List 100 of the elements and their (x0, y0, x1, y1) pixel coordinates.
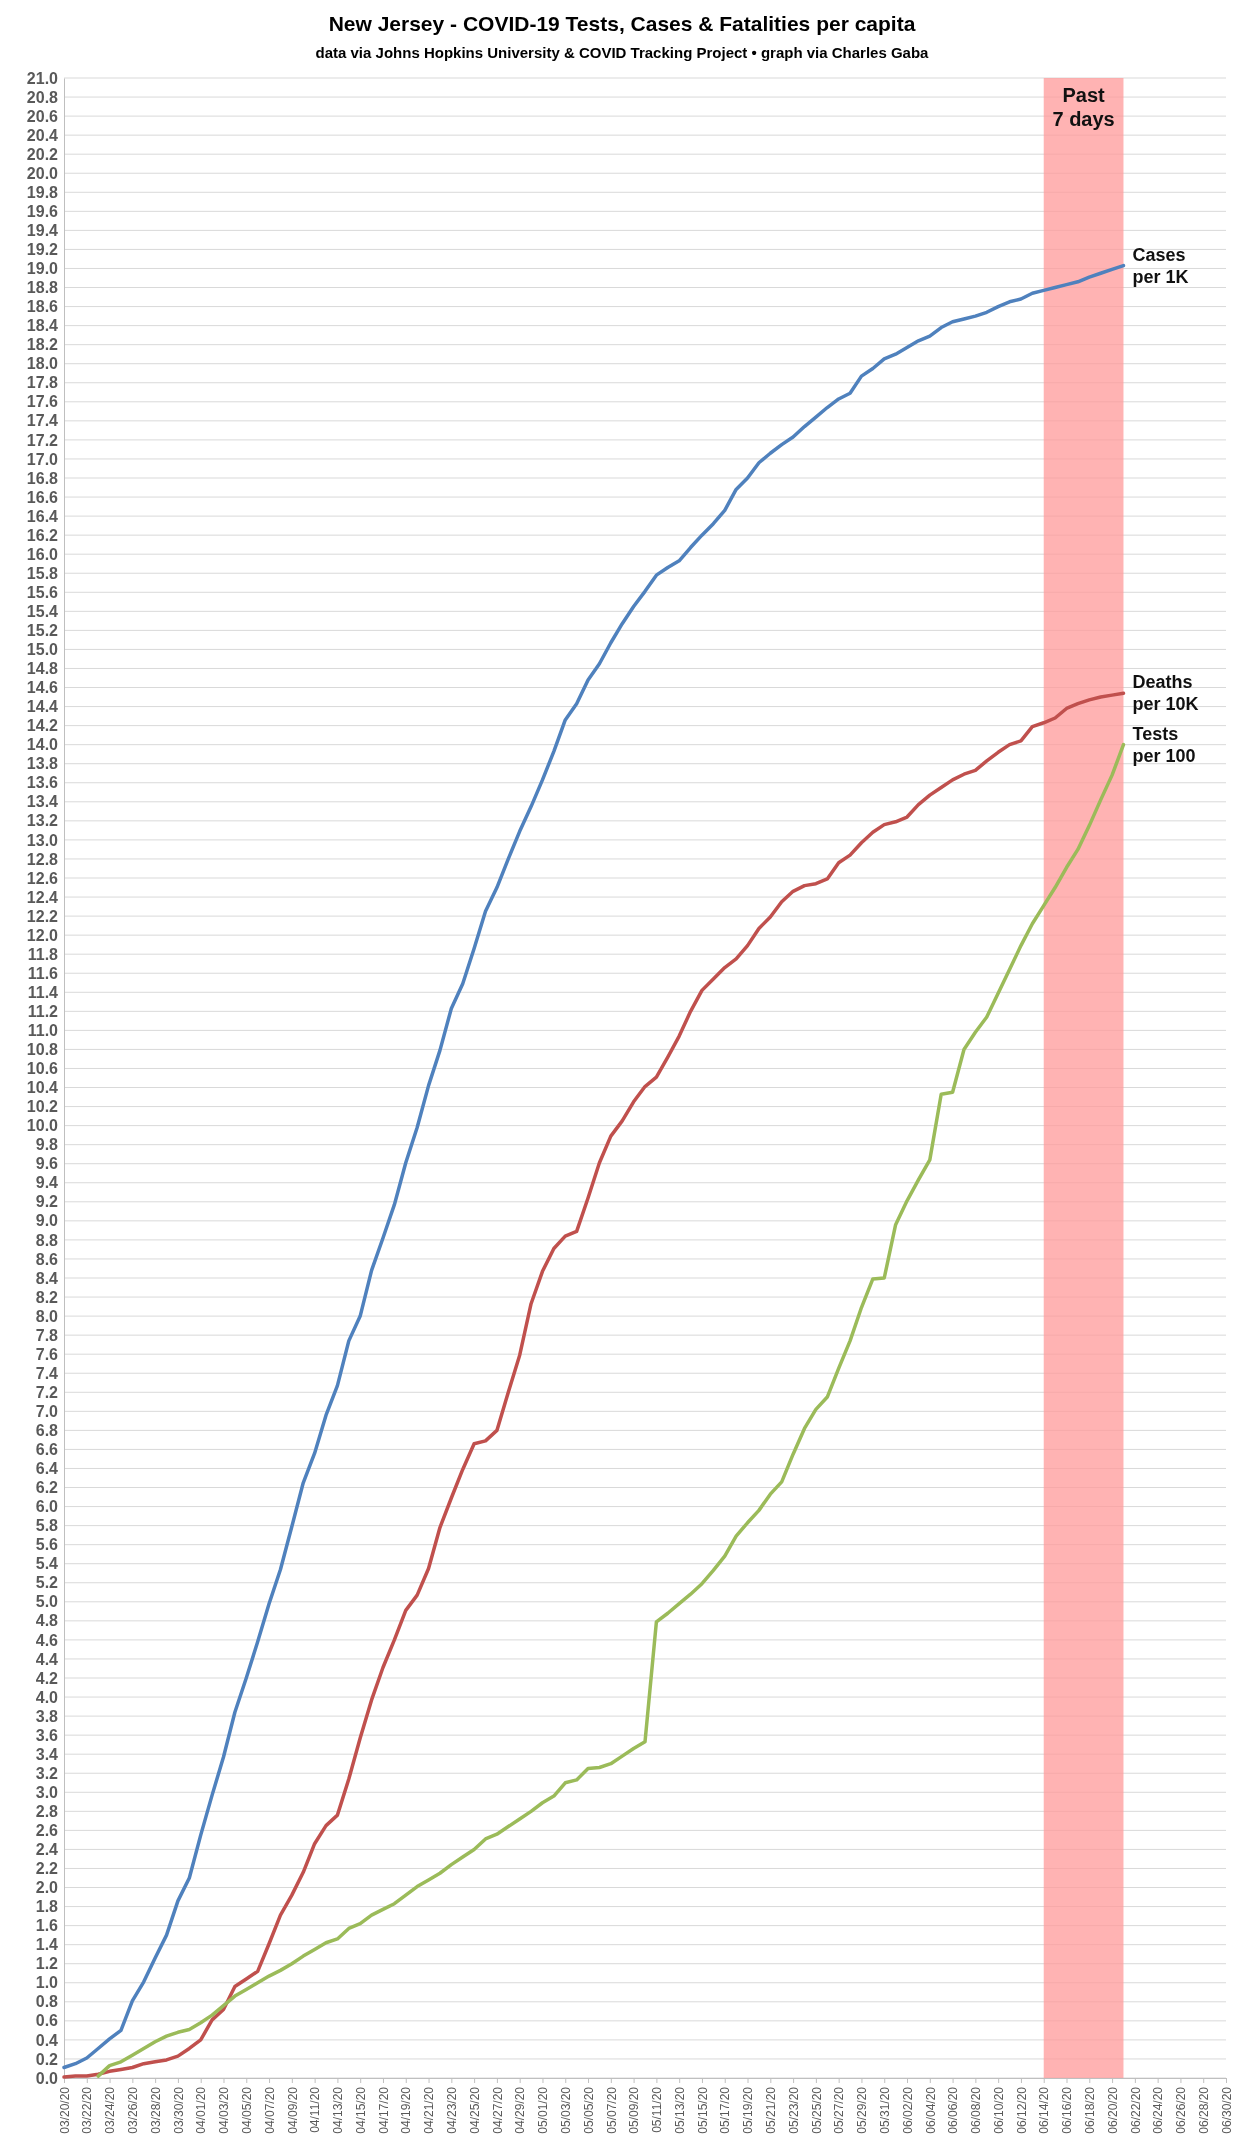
x-tick-label: 06/24/20 (1151, 2086, 1166, 2134)
y-tick-label: 16.4 (26, 507, 59, 525)
y-tick-label: 20.8 (26, 88, 59, 106)
series-label: Tests per 100 (1132, 723, 1196, 766)
x-tick-label: 03/24/20 (103, 2086, 118, 2134)
x-tick-label: 06/08/20 (969, 2086, 984, 2134)
x-tick-label: 04/27/20 (490, 2086, 505, 2134)
y-tick-label: 19.4 (26, 222, 59, 239)
y-tick-label: 18.6 (26, 298, 59, 316)
y-tick-label: 16.0 (26, 545, 59, 563)
y-tick-label: 0.8 (35, 1993, 59, 2011)
y-tick-label: 2.6 (35, 1822, 59, 1839)
y-tick-label: 12.6 (26, 869, 59, 887)
y-tick-label: 19.6 (26, 202, 59, 220)
y-tick-label: 3.6 (35, 1726, 59, 1744)
y-tick-label: 6.0 (35, 1498, 59, 1516)
y-tick-label: 12.2 (26, 907, 59, 925)
x-tick-label: 04/19/20 (399, 2086, 414, 2134)
y-tick-label: 18.4 (26, 317, 59, 335)
y-tick-label: 12.8 (26, 850, 59, 868)
y-tick-label: 16.6 (26, 488, 59, 506)
x-tick-label: 06/12/20 (1014, 2086, 1029, 2134)
y-tick-label: 17.8 (26, 374, 59, 392)
y-tick-label: 2.8 (35, 1802, 59, 1820)
y-tick-label: 20.0 (26, 164, 59, 182)
x-tick-label: 05/21/20 (764, 2086, 779, 2134)
y-tick-label: 19.2 (26, 241, 59, 259)
x-tick-label: 04/03/20 (217, 2086, 232, 2134)
x-tick-label: 04/01/20 (194, 2086, 209, 2134)
series-label: Deaths per 10K (1132, 672, 1199, 715)
y-tick-label: 15.8 (26, 564, 59, 582)
x-tick-label: 05/19/20 (741, 2086, 756, 2134)
x-tick-label: 05/17/20 (718, 2086, 733, 2134)
y-tick-label: 13.2 (26, 812, 59, 830)
y-tick-label: 3.8 (35, 1707, 59, 1725)
x-tick-label: 06/14/20 (1037, 2086, 1052, 2134)
x-tick-label: 06/30/20 (1219, 2086, 1234, 2134)
y-tick-label: 8.0 (35, 1307, 59, 1325)
y-tick-label: 1.6 (35, 1917, 59, 1935)
y-tick-label: 8.2 (35, 1288, 59, 1306)
x-tick-label: 03/20/20 (57, 2086, 72, 2134)
y-tick-label: 7.4 (35, 1364, 59, 1382)
x-tick-label: 03/28/20 (148, 2086, 163, 2134)
x-tick-label: 06/02/20 (900, 2086, 915, 2134)
y-tick-label: 13.6 (26, 774, 59, 792)
y-tick-label: 20.4 (26, 126, 59, 144)
x-tick-label: 06/26/20 (1174, 2086, 1189, 2134)
y-tick-label: 5.2 (35, 1574, 59, 1592)
y-tick-label: 13.8 (26, 755, 59, 773)
y-tick-label: 17.4 (26, 412, 59, 430)
line-series (62, 263, 1126, 2070)
y-tick-label: 15.2 (26, 622, 59, 639)
x-tick-label: 06/10/20 (991, 2086, 1006, 2134)
y-tick-label: 15.4 (26, 602, 59, 620)
x-tick-label: 04/13/20 (331, 2086, 346, 2134)
x-tick-label: 05/07/20 (604, 2086, 619, 2134)
y-tick-label: 0.0 (35, 2069, 59, 2087)
y-tick-label: 3.0 (35, 1783, 59, 1801)
x-tick-label: 05/29/20 (855, 2086, 870, 2134)
y-tick-label: 7.6 (35, 1345, 59, 1363)
y-tick-label: 0.2 (35, 2050, 59, 2068)
y-tick-label: 11.0 (27, 1022, 59, 1039)
y-tick-label: 17.0 (26, 450, 59, 468)
y-tick-label: 8.6 (35, 1250, 59, 1268)
y-tick-label: 9.8 (35, 1136, 59, 1154)
x-tick-label: 06/16/20 (1060, 2086, 1075, 2134)
y-tick-label: 4.2 (35, 1669, 59, 1687)
y-tick-label: 12.4 (26, 888, 59, 906)
y-tick-label: 9.6 (35, 1155, 59, 1173)
x-tick-label: 05/13/20 (672, 2086, 687, 2134)
y-tick-label: 7.2 (35, 1383, 59, 1401)
y-tick-label: 5.4 (35, 1555, 59, 1573)
y-tick-label: 18.8 (26, 279, 59, 297)
x-tick-label: 04/15/20 (353, 2086, 368, 2134)
y-tick-label: 4.6 (35, 1631, 59, 1649)
x-tick-label: 04/17/20 (376, 2086, 391, 2134)
y-tick-label: 14.2 (26, 717, 59, 735)
y-tick-label: 6.2 (35, 1479, 59, 1497)
y-tick-label: 11.2 (27, 1002, 59, 1020)
band-label: Past 7 days (1052, 84, 1115, 130)
x-tick-label: 04/29/20 (513, 2086, 528, 2134)
y-tick-label: 15.0 (26, 641, 59, 659)
y-tick-label: 5.6 (35, 1536, 59, 1554)
y-tick-label: 10.8 (26, 1041, 59, 1059)
y-tick-label: 8.8 (35, 1231, 59, 1249)
x-tick-label: 05/15/20 (695, 2086, 710, 2134)
x-tick-label: 06/22/20 (1128, 2086, 1143, 2134)
y-tick-label: 17.6 (26, 393, 59, 411)
y-tick-label: 1.2 (35, 1955, 59, 1973)
y-tick-label: 10.4 (26, 1079, 59, 1097)
y-tick-label: 1.0 (35, 1974, 59, 1992)
y-tick-label: 5.8 (35, 1517, 59, 1535)
y-tick-label: 5.0 (35, 1593, 59, 1611)
y-tick-label: 18.2 (26, 336, 59, 354)
y-tick-label: 7.8 (35, 1326, 59, 1344)
y-tick-label: 10.6 (26, 1060, 59, 1078)
x-tick-label: 05/05/20 (581, 2086, 596, 2134)
y-tick-label: 18.0 (26, 355, 59, 373)
y-tick-label: 0.6 (35, 2012, 59, 2030)
x-tick-label: 05/01/20 (536, 2086, 551, 2134)
